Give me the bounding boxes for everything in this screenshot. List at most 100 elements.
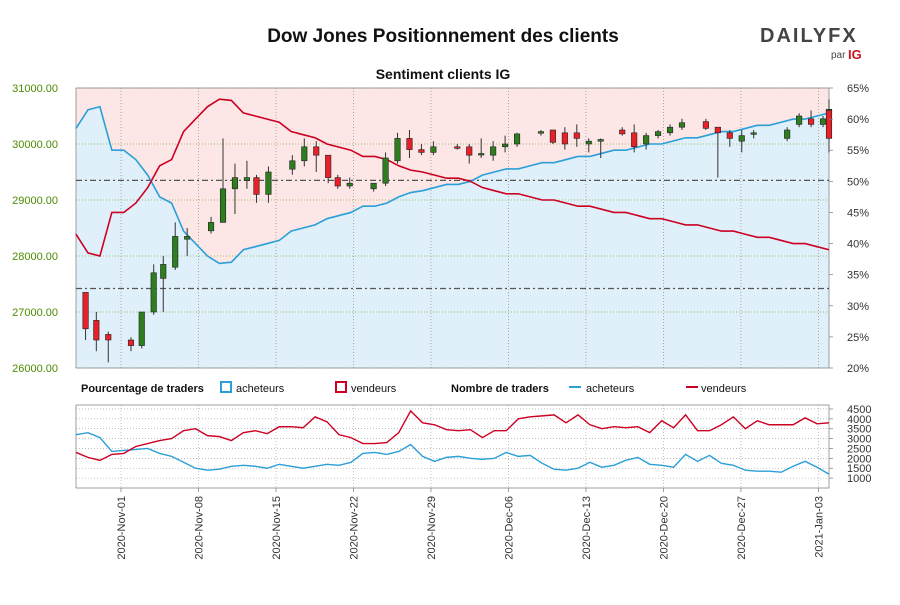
grid-lines: [75, 87, 830, 369]
candle-bearish: [808, 118, 815, 125]
chart-title: Dow Jones Positionnement des clients: [267, 26, 619, 47]
candle-bullish: [138, 311, 145, 346]
logo-wordmark: DAILYFX: [760, 25, 858, 47]
count-axis-tick-label: 3000: [847, 434, 871, 446]
x-axis-date-label: 2020-Dec-13: [581, 496, 593, 560]
x-axis-date-labels: 2020-Nov-01 2020-Nov-08 2020-Nov-15 2020-No…: [116, 488, 825, 560]
candle-bearish: [127, 339, 135, 346]
plot-frame: [75, 87, 830, 369]
x-axis-date-label: 2020-Dec-20: [658, 496, 670, 560]
right-axis-tick-label: 20%: [847, 363, 869, 375]
candle-bullish: [750, 132, 757, 135]
count-axis-tick-label: 3500: [847, 424, 871, 436]
candle-bearish: [702, 121, 709, 129]
right-axis-tick-label: 55%: [847, 145, 869, 157]
logo-ig: IG: [848, 47, 862, 62]
candle-bullish: [394, 138, 401, 162]
candle-bearish: [406, 138, 413, 150]
left-axis-tick-label: 31000.00: [12, 83, 58, 95]
candle-bullish: [478, 153, 485, 156]
candle-bearish: [93, 320, 100, 341]
candlesticks: [82, 99, 833, 363]
right-axis-tick-label: 30%: [847, 301, 869, 313]
legend-count-title: Nombre de traders: [451, 383, 549, 395]
candle-bullish: [784, 129, 791, 139]
candle-bullish: [231, 177, 239, 190]
candle-bullish: [346, 182, 353, 187]
candle-bearish: [82, 292, 89, 330]
candle-bearish: [454, 146, 461, 149]
candle-bullish: [289, 160, 296, 170]
lower-grid-lines: [75, 404, 830, 489]
count-axis-tick-label: 4500: [847, 404, 871, 416]
candle-bullish: [502, 143, 509, 148]
x-axis-date-label: 2020-Dec-27: [736, 496, 748, 560]
candle-bullish: [678, 122, 686, 128]
right-axis-tick-label: 40%: [847, 239, 869, 251]
candle-bullish: [490, 146, 497, 156]
right-axis-tick-label: 60%: [847, 114, 869, 126]
buyers-count-line: [75, 431, 830, 475]
candle-bearish: [253, 177, 260, 195]
legend-buyers-count-label: acheteurs: [586, 383, 635, 395]
candle-bearish: [549, 129, 556, 143]
candle-bearish: [105, 334, 112, 341]
count-axis-tick-label: 2500: [847, 443, 871, 455]
count-axis-tick-label: 1000: [847, 473, 871, 485]
x-axis-date-label: 2020-Nov-01: [116, 496, 128, 560]
dailyfx-logo: DAILYFX par IG: [760, 25, 862, 62]
candle-bearish: [619, 129, 626, 135]
candle-bullish: [430, 146, 437, 153]
candle-bullish: [585, 140, 592, 145]
candle-bullish: [382, 157, 389, 184]
legend-buyers-pct-label: acheteurs: [236, 383, 285, 395]
x-axis-date-label: 2020-Nov-29: [426, 496, 438, 560]
legend-buyers-pct-swatch: [220, 381, 232, 393]
left-axis-tick-label: 29000.00: [12, 195, 58, 207]
candle-bearish: [714, 126, 721, 134]
legend: Pourcentage de traders acheteurs vendeur…: [81, 381, 747, 395]
candle-bullish: [643, 135, 650, 145]
candle-bullish: [655, 131, 662, 136]
buyers-percentage-area: [76, 106, 829, 369]
buyers-percentage-line: [75, 105, 830, 265]
x-axis-date-label: 2020-Dec-06: [503, 496, 515, 560]
logo-par: par: [831, 50, 846, 61]
x-axis-date-label: 2020-Nov-15: [271, 496, 283, 560]
candle-bullish: [370, 182, 377, 190]
left-axis-tick-label: 27000.00: [12, 307, 58, 319]
candle-bullish: [738, 135, 745, 142]
candle-bullish: [219, 188, 227, 223]
candle-bullish: [597, 139, 604, 142]
candle-bearish: [573, 132, 580, 139]
candle-bullish: [513, 133, 521, 145]
candle-bearish: [325, 154, 332, 178]
lower-plot-frame: [75, 404, 830, 489]
candle-bullish: [243, 177, 250, 181]
x-axis-date-label: 2021-Jan-03: [813, 496, 825, 558]
left-axis-tick-label: 30000.00: [12, 139, 58, 151]
candle-bearish: [466, 146, 473, 156]
candle-bullish: [666, 126, 674, 134]
left-axis-tick-label: 26000.00: [12, 363, 58, 375]
candle-bullish: [172, 236, 179, 268]
candle-bearish: [631, 132, 638, 148]
candle-bullish: [208, 222, 215, 232]
candle-bearish: [313, 146, 320, 156]
sellers-count-line: [75, 409, 830, 462]
candle-bearish: [418, 149, 425, 153]
right-axis-tick-label: 65%: [847, 83, 869, 95]
candle-bearish: [561, 132, 568, 145]
candle-bearish: [334, 177, 341, 187]
left-axis-ticks: 26000.00 27000.00 28000.00 29000.00 30000.00…: [12, 83, 58, 375]
right-axis-tick-label: 50%: [847, 176, 869, 188]
candle-bullish: [537, 131, 544, 134]
candle-bullish: [160, 264, 167, 279]
sellers-percentage-line: [75, 98, 830, 257]
candle-bearish: [825, 110, 833, 139]
right-axis-tick-label: 25%: [847, 332, 869, 344]
